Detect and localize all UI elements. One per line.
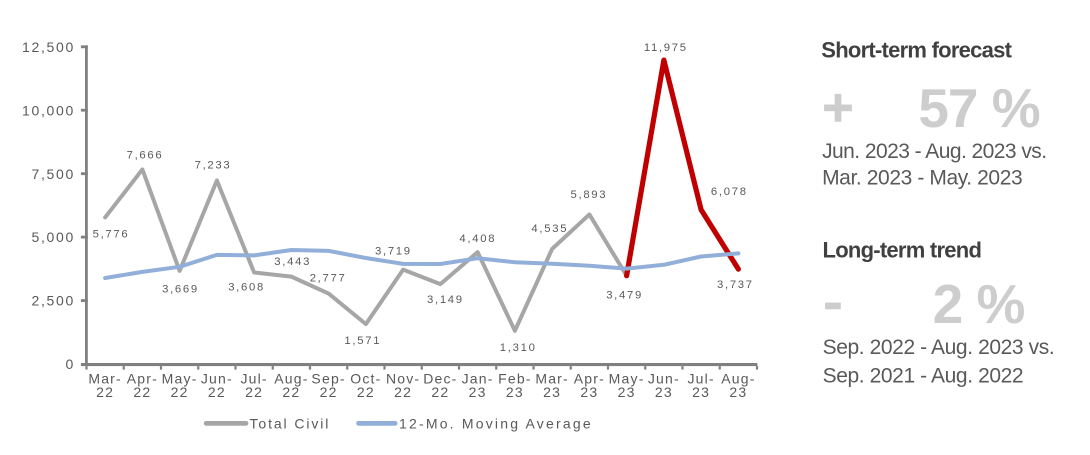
svg-text:Jul-: Jul-	[240, 371, 267, 387]
svg-text:23: 23	[618, 384, 636, 400]
svg-text:1,310: 1,310	[500, 342, 537, 354]
svg-text:22: 22	[431, 384, 449, 400]
svg-text:23: 23	[655, 384, 673, 400]
svg-text:Long-term trend: Long-term trend	[823, 237, 982, 262]
svg-text:Mar-: Mar-	[535, 371, 569, 387]
svg-text:5,776: 5,776	[93, 228, 130, 240]
svg-text:23: 23	[506, 384, 524, 400]
svg-text:22: 22	[96, 384, 114, 400]
svg-text:Jun-: Jun-	[648, 371, 680, 387]
svg-text:2 %: 2 %	[933, 273, 1025, 335]
svg-text:7,233: 7,233	[195, 159, 232, 171]
svg-text:22: 22	[357, 384, 375, 400]
svg-text:3,719: 3,719	[375, 246, 412, 258]
svg-text:57 %: 57 %	[918, 77, 1039, 139]
svg-text:23: 23	[469, 384, 487, 400]
svg-text:May-: May-	[609, 371, 645, 387]
svg-text:1,571: 1,571	[344, 335, 381, 347]
svg-text:22: 22	[320, 384, 338, 400]
svg-text:23: 23	[729, 384, 747, 400]
svg-text:22: 22	[133, 384, 151, 400]
svg-text:3,479: 3,479	[606, 290, 643, 302]
svg-text:Jun. 2023 - Aug. 2023 vs.: Jun. 2023 - Aug. 2023 vs.	[822, 140, 1046, 163]
svg-text:10,000: 10,000	[22, 102, 75, 118]
svg-text:0: 0	[66, 356, 76, 372]
svg-text:Jun-: Jun-	[201, 371, 233, 387]
svg-text:Sep. 2021 - Aug. 2022: Sep. 2021 - Aug. 2022	[823, 365, 1024, 388]
svg-text:3,443: 3,443	[274, 256, 311, 268]
svg-text:11,975: 11,975	[644, 42, 688, 54]
svg-text:22: 22	[245, 384, 263, 400]
svg-text:3,737: 3,737	[717, 279, 754, 291]
svg-text:Oct-: Oct-	[350, 371, 381, 387]
svg-text:Aug-: Aug-	[721, 371, 755, 387]
svg-text:22: 22	[394, 384, 412, 400]
svg-text:May-: May-	[162, 371, 198, 387]
svg-text:22: 22	[171, 384, 189, 400]
svg-text:Mar-: Mar-	[88, 371, 122, 387]
svg-text:5,893: 5,893	[571, 189, 608, 201]
svg-text:Jul-: Jul-	[687, 371, 714, 387]
svg-text:12-Mo. Moving Average: 12-Mo. Moving Average	[399, 416, 593, 432]
svg-text:5,000: 5,000	[31, 229, 75, 245]
svg-text:Nov-: Nov-	[386, 371, 420, 387]
svg-text:Apr-: Apr-	[127, 371, 158, 387]
svg-text:23: 23	[543, 384, 561, 400]
svg-text:Sep. 2022 - Aug. 2023 vs.: Sep. 2022 - Aug. 2023 vs.	[823, 336, 1055, 359]
svg-text:Aug-: Aug-	[274, 371, 308, 387]
svg-text:Dec-: Dec-	[423, 371, 457, 387]
svg-text:7,666: 7,666	[127, 149, 164, 161]
svg-text:6,078: 6,078	[711, 186, 748, 198]
svg-text:3,149: 3,149	[427, 294, 464, 306]
svg-text:3,608: 3,608	[228, 282, 265, 294]
svg-text:4,535: 4,535	[531, 223, 568, 235]
svg-text:Jan-: Jan-	[462, 371, 494, 387]
svg-text:2,777: 2,777	[310, 273, 347, 285]
svg-text:12,500: 12,500	[22, 39, 75, 55]
svg-text:Sep-: Sep-	[311, 371, 345, 387]
svg-text:23: 23	[580, 384, 598, 400]
svg-text:7,500: 7,500	[31, 166, 75, 182]
svg-text:Feb-: Feb-	[498, 371, 532, 387]
svg-text:22: 22	[208, 384, 226, 400]
svg-text:Mar. 2023 - May. 2023: Mar. 2023 - May. 2023	[822, 167, 1022, 190]
svg-text:Total Civil: Total Civil	[250, 416, 331, 432]
svg-text:4,408: 4,408	[459, 233, 496, 245]
svg-text:2,500: 2,500	[31, 293, 75, 309]
svg-text:23: 23	[692, 384, 710, 400]
svg-text:Short-term forecast: Short-term forecast	[821, 38, 1012, 63]
svg-text:Apr-: Apr-	[574, 371, 605, 387]
svg-text:22: 22	[282, 384, 300, 400]
svg-text:3,669: 3,669	[162, 283, 199, 295]
